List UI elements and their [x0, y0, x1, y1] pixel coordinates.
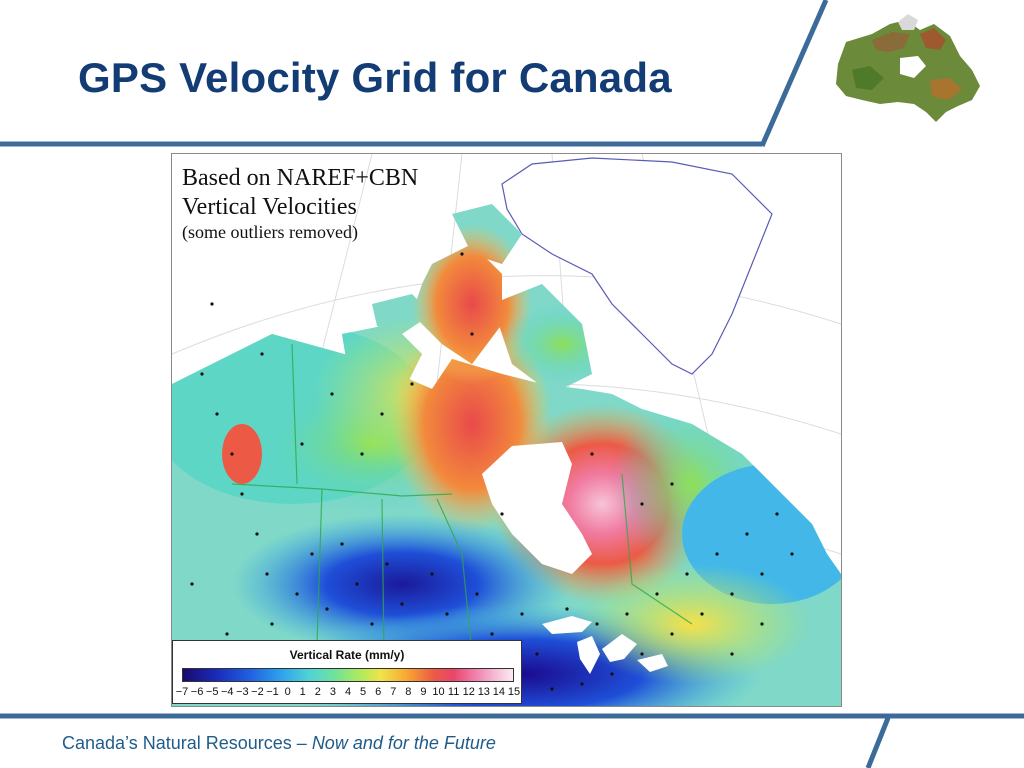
legend-tick-labels: −7 −6 −5 −4 −3 −2 −1 0 1 2 3 4 5 6 7 8 9 10 11 12 13 14 15: [176, 686, 520, 700]
annotation-line-2: Vertical Velocities: [182, 193, 357, 220]
legend-tick-label: 1: [299, 686, 306, 698]
legend-tick-label: −5: [205, 686, 219, 698]
legend-tick-label: 14: [492, 686, 506, 698]
annotation-line-3: (some outliers removed): [182, 221, 358, 242]
legend-title: Vertical Rate (mm/y): [289, 648, 405, 662]
legend-tick-label: 4: [344, 686, 352, 698]
footer-tagline: Now and for the Future: [311, 733, 496, 753]
colorbar: [182, 668, 514, 682]
legend-tick-label: 13: [477, 686, 490, 698]
legend-tick-label: 6: [375, 686, 382, 698]
footer-org: Canada’s Natural Resources –: [62, 733, 312, 753]
footer-slant: [865, 717, 891, 768]
legend-tick-label: 12: [462, 686, 475, 698]
annotation-line-1: Based on NAREF+CBN: [182, 165, 419, 191]
map-annotation: Based on NAREF+CBN Vertical Velocities (…: [182, 164, 418, 243]
legend-tick-label: 2: [314, 686, 321, 698]
legend-tick-label: 8: [405, 686, 412, 698]
legend-tick-label: −2: [251, 686, 264, 698]
great-lakes: [542, 616, 668, 674]
legend-tick-label: 9: [420, 686, 427, 698]
hudson-bay: [482, 442, 592, 574]
legend-tick-label: 3: [329, 686, 336, 698]
legend-tick-label: 0: [284, 686, 291, 698]
footer-text: Canada’s Natural Resources – Now and for…: [62, 733, 496, 754]
legend-tick-label: 15: [507, 686, 521, 698]
greenland: [501, 157, 773, 375]
province-borders: [231, 343, 693, 655]
legend-tick-label: 10: [432, 686, 445, 698]
header-slant: [759, 0, 829, 148]
legend-tick-label: 5: [360, 686, 367, 698]
legend-tick-label: −1: [266, 686, 279, 698]
velocity-map-image: [172, 154, 841, 706]
legend-tick-label: −4: [220, 686, 234, 698]
legend-tick-label: 7: [390, 686, 397, 698]
velocity-map: Based on NAREF+CBN Vertical Velocities (…: [171, 153, 842, 707]
color-legend: Vertical Rate (mm/y) −7 −6 −5 −4 −3 −2 −1 0 1 2 3 4…: [172, 640, 522, 704]
slide-title: GPS Velocity Grid for Canada: [78, 54, 672, 101]
legend-tick-label: −3: [236, 686, 249, 698]
legend-tick-label: 11: [447, 686, 460, 698]
legend-tick-label: −7: [175, 686, 189, 698]
legend-tick-label: −6: [190, 686, 204, 698]
